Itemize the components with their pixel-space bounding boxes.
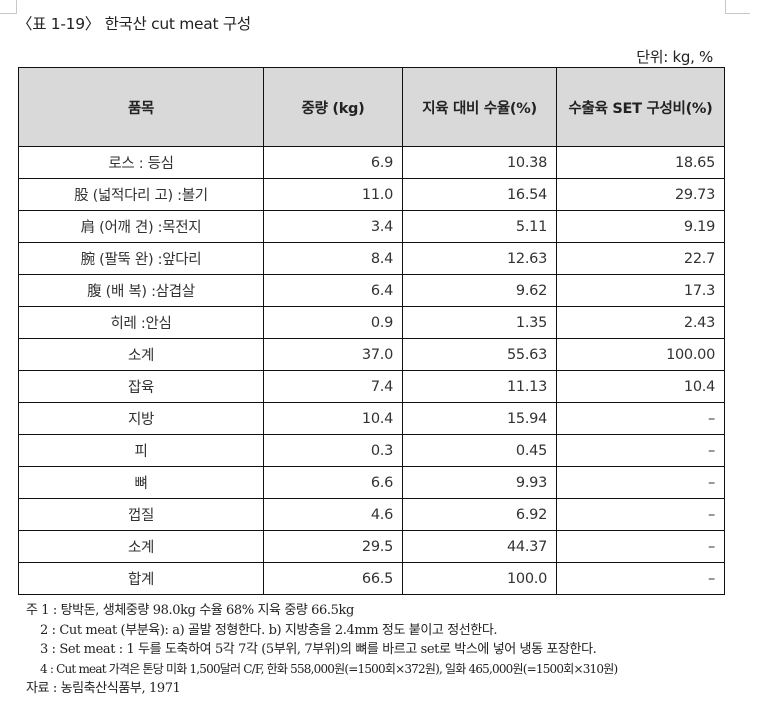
cell-item: 肩 (어깨 견) :목전지 — [18, 210, 264, 243]
cell-weight: 29.5 — [263, 530, 403, 563]
cell-yield: 10.38 — [402, 146, 557, 179]
cell-set-ratio: 2.43 — [556, 306, 725, 339]
header-item: 품목 — [18, 67, 264, 147]
cell-item: 소계 — [18, 338, 264, 371]
cut-meat-table: 품목 중량 (kg) 지육 대비 수율(%) 수출육 SET 구성비(%) 로스… — [18, 67, 725, 595]
cell-set-ratio: 29.73 — [556, 178, 725, 211]
cell-item: 피 — [18, 434, 264, 467]
cell-set-ratio: – — [556, 562, 725, 595]
cell-item: 합계 — [18, 562, 264, 595]
cell-weight: 6.4 — [263, 274, 403, 307]
cell-yield: 12.63 — [402, 242, 557, 275]
cell-set-ratio: – — [556, 466, 725, 499]
page-corner-mark-left — [0, 0, 17, 14]
cell-item: 로스 : 등심 — [18, 146, 264, 179]
cell-weight: 7.4 — [263, 370, 403, 403]
table-header-row: 품목 중량 (kg) 지육 대비 수율(%) 수출육 SET 구성비(%) — [18, 67, 725, 147]
cell-yield: 6.92 — [402, 498, 557, 531]
cell-set-ratio: 9.19 — [556, 210, 725, 243]
cell-yield: 100.0 — [402, 562, 557, 595]
cell-weight: 6.6 — [263, 466, 403, 499]
footnotes: 주 1 : 탕박돈, 생체중량 98.0kg 수율 68% 지육 중량 66.5… — [26, 601, 618, 699]
cell-set-ratio: – — [556, 530, 725, 563]
table-row-subtotal: 소계 29.5 44.37 – — [18, 530, 725, 563]
cell-weight: 0.3 — [263, 434, 403, 467]
table-row: 뼈 6.6 9.93 – — [18, 466, 725, 499]
cell-set-ratio: 17.3 — [556, 274, 725, 307]
table-row-total: 합계 66.5 100.0 – — [18, 562, 725, 595]
cell-item: 腹 (배 복) :삼겹살 — [18, 274, 264, 307]
footnote-2: 2 : Cut meat (부분육): a) 골발 정형한다. b) 지방층을 … — [40, 622, 498, 638]
table-row: 腹 (배 복) :삼겹살 6.4 9.62 17.3 — [18, 274, 725, 307]
table-row: 股 (넓적다리 고) :볼기 11.0 16.54 29.73 — [18, 178, 725, 211]
cell-yield: 9.93 — [402, 466, 557, 499]
cell-yield: 44.37 — [402, 530, 557, 563]
cell-item: 腕 (팔뚝 완) :앞다리 — [18, 242, 264, 275]
cell-weight: 10.4 — [263, 402, 403, 435]
cell-set-ratio: 22.7 — [556, 242, 725, 275]
cell-set-ratio: 18.65 — [556, 146, 725, 179]
cell-item: 지방 — [18, 402, 264, 435]
page-corner-mark-right — [725, 0, 750, 14]
cell-yield: 1.35 — [402, 306, 557, 339]
table-row: 피 0.3 0.45 – — [18, 434, 725, 467]
cell-weight: 37.0 — [263, 338, 403, 371]
cell-weight: 66.5 — [263, 562, 403, 595]
table-row: 腕 (팔뚝 완) :앞다리 8.4 12.63 22.7 — [18, 242, 725, 275]
table-row: 로스 : 등심 6.9 10.38 18.65 — [18, 146, 725, 179]
cell-yield: 5.11 — [402, 210, 557, 243]
unit-label: 단위: kg, % — [636, 48, 713, 66]
cell-set-ratio: – — [556, 434, 725, 467]
cell-yield: 55.63 — [402, 338, 557, 371]
cell-set-ratio: 100.00 — [556, 338, 725, 371]
cell-yield: 9.62 — [402, 274, 557, 307]
cell-weight: 3.4 — [263, 210, 403, 243]
footnote-1: 주 1 : 탕박돈, 생체중량 98.0kg 수율 68% 지육 중량 66.5… — [26, 603, 354, 618]
cell-weight: 4.6 — [263, 498, 403, 531]
header-set-ratio: 수출육 SET 구성비(%) — [556, 67, 725, 147]
table-row: 잡육 7.4 11.13 10.4 — [18, 370, 725, 403]
cell-weight: 6.9 — [263, 146, 403, 179]
cell-set-ratio: 10.4 — [556, 370, 725, 403]
cell-yield: 15.94 — [402, 402, 557, 435]
cell-weight: 8.4 — [263, 242, 403, 275]
header-weight: 중량 (kg) — [263, 67, 403, 147]
cell-item: 잡육 — [18, 370, 264, 403]
cell-weight: 11.0 — [263, 178, 403, 211]
footnote-4: 4 : Cut meat 가격은 톤당 미화 1,500달러 C/F, 한화 5… — [40, 661, 618, 676]
cell-yield: 11.13 — [402, 370, 557, 403]
table-row-subtotal: 소계 37.0 55.63 100.00 — [18, 338, 725, 371]
cell-item: 소계 — [18, 530, 264, 563]
cell-set-ratio: – — [556, 402, 725, 435]
source-note: 자료 : 농림축산식품부, 1971 — [26, 681, 181, 696]
cell-yield: 16.54 — [402, 178, 557, 211]
footnote-3: 3 : Set meat : 1 두를 도축하여 5각 7각 (5부위, 7부위… — [40, 642, 597, 657]
table-row: 지방 10.4 15.94 – — [18, 402, 725, 435]
cell-item: 股 (넓적다리 고) :볼기 — [18, 178, 264, 211]
cell-item: 뼈 — [18, 466, 264, 499]
cell-item: 껍질 — [18, 498, 264, 531]
table-row: 껍질 4.6 6.92 – — [18, 498, 725, 531]
table-row: 히레 :안심 0.9 1.35 2.43 — [18, 306, 725, 339]
cell-set-ratio: – — [556, 498, 725, 531]
table-row: 肩 (어깨 견) :목전지 3.4 5.11 9.19 — [18, 210, 725, 243]
header-yield: 지육 대비 수율(%) — [402, 67, 557, 147]
table-title: 〈표 1-19〉 한국산 cut meat 구성 — [17, 15, 251, 33]
cell-item: 히레 :안심 — [18, 306, 264, 339]
cell-yield: 0.45 — [402, 434, 557, 467]
cell-weight: 0.9 — [263, 306, 403, 339]
